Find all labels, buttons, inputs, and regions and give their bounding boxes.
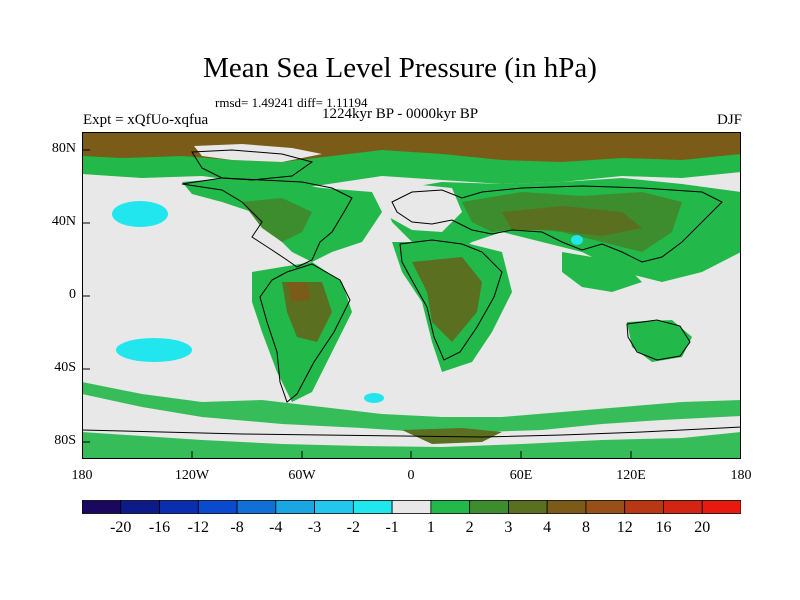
colorbar-box	[352, 500, 393, 514]
colorbar	[82, 500, 741, 514]
colorbar-box	[391, 500, 432, 514]
cb-label: 12	[616, 519, 633, 536]
colorbar-box	[197, 500, 238, 514]
colorbar-box	[508, 500, 548, 514]
cb-label: -4	[269, 519, 283, 536]
greenland-white	[194, 144, 322, 162]
sa-brown	[287, 282, 310, 302]
colorbar-box	[469, 500, 509, 514]
south-pacific-low	[116, 338, 192, 362]
lat-label-0: 0	[69, 287, 76, 302]
cb-label: 2	[465, 519, 474, 536]
lat-label-80s: 80S	[54, 433, 76, 448]
colorbar-box	[585, 500, 626, 514]
na-dark	[242, 198, 312, 242]
south-atlantic-low	[364, 393, 384, 403]
lon-label-120w: 120W	[174, 468, 210, 483]
coastlines	[82, 149, 741, 438]
stats-line: rmsd= 1.49241 diff= 1.11194	[215, 95, 368, 110]
lat-label-40n: 40N	[51, 214, 76, 229]
lon-label-180e: 180	[730, 468, 752, 483]
colorbar-box	[275, 500, 315, 514]
cb-label: 3	[504, 519, 513, 536]
lon-label-0: 0	[407, 468, 415, 483]
lon-label-60e: 60E	[509, 468, 533, 483]
colorbar-box	[120, 500, 160, 514]
cb-label: 8	[581, 519, 590, 536]
colorbar-box	[236, 500, 277, 514]
colorbar-box	[159, 500, 199, 514]
tibet-low	[571, 235, 583, 245]
pressure-map	[82, 132, 741, 459]
cb-label: -20	[110, 519, 132, 536]
cb-label: -3	[307, 519, 322, 536]
cb-label: -16	[148, 519, 171, 536]
europe-white	[372, 184, 462, 232]
cb-label: -12	[187, 519, 209, 536]
eurasia-brown	[502, 206, 642, 236]
lon-label-60w: 60W	[288, 468, 316, 483]
cb-label: 20	[694, 519, 711, 536]
lat-label-80n: 80N	[51, 141, 76, 156]
colorbar-box	[430, 500, 471, 514]
cb-label: 16	[655, 519, 672, 536]
africa-dark	[412, 257, 482, 342]
map-title: Mean Sea Level Pressure (in hPa)	[203, 52, 597, 84]
colorbar-box	[82, 500, 122, 514]
indian-green	[562, 252, 642, 292]
australia-green	[627, 320, 692, 362]
cb-label: 4	[543, 519, 552, 536]
cb-label: -8	[230, 519, 244, 536]
cb-label: 1	[426, 519, 435, 536]
southern-dark	[402, 428, 502, 444]
lat-label-40s: 40S	[54, 360, 76, 375]
season-label: DJF	[716, 112, 742, 128]
period-label: 1224kyr BP - 0000kyr BP	[322, 106, 479, 122]
cb-label: -1	[385, 519, 399, 536]
colorbar-box	[546, 500, 587, 514]
north-pacific-low	[112, 201, 168, 227]
lon-label-180w: 180	[71, 468, 93, 483]
colorbar-box	[314, 500, 354, 514]
colorbar-box	[701, 500, 741, 514]
experiment-label: Expt = xQfUo-xqfua	[83, 112, 209, 128]
lon-label-120e: 120E	[616, 468, 646, 483]
colorbar-box	[663, 500, 703, 514]
cb-label: -2	[346, 519, 360, 536]
colorbar-box	[624, 500, 664, 514]
